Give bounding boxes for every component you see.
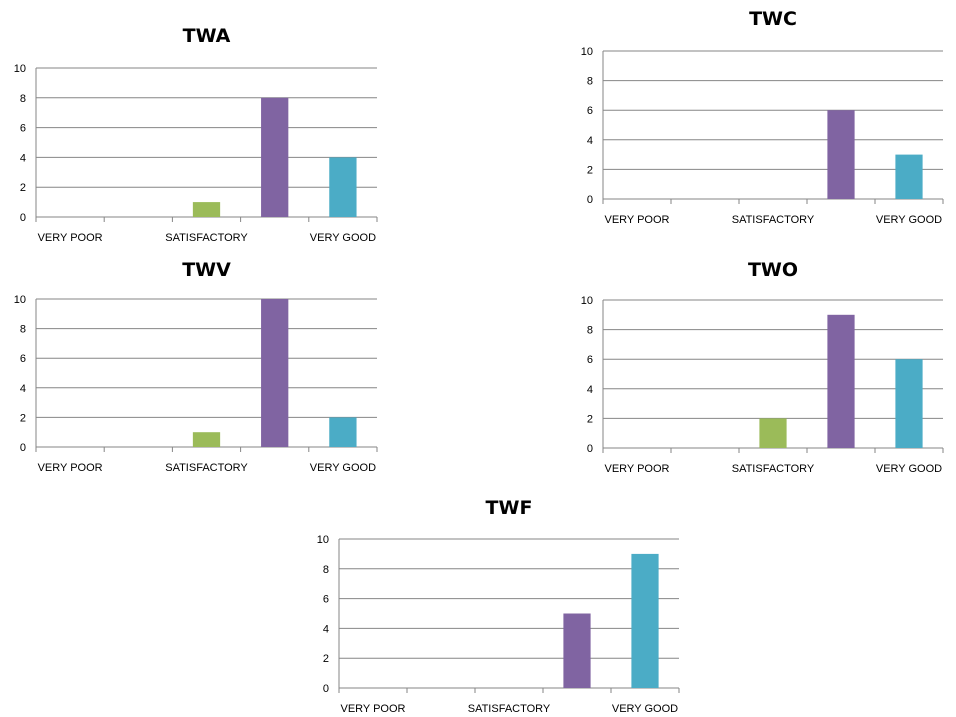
chart-two: TWO 0 2 4 6 8 10 VERY POOR SATISFACTORY VERY GOOD (581, 259, 944, 475)
bar (827, 110, 855, 199)
y-tick-label: 4 (323, 623, 329, 635)
chart-twf: TWF 0 2 4 6 8 10 VERY POOR SATISFACTORY VERY GOOD (317, 497, 680, 715)
chart-twc: TWC 0 2 4 6 8 10 VERY POOR SATISFACTORY VERY GOOD (581, 8, 944, 226)
y-tick-label: 6 (20, 123, 26, 135)
chart-title: TWO (748, 259, 798, 281)
x-category-label: VERY GOOD (876, 214, 942, 226)
y-tick-label: 8 (587, 76, 593, 88)
x-category-label: VERY POOR (38, 462, 103, 474)
y-tick-label: 10 (581, 295, 593, 307)
y-tick-label: 0 (20, 212, 26, 224)
bar (192, 432, 221, 447)
bar (261, 97, 289, 217)
y-tick-label: 8 (20, 93, 26, 105)
bar (261, 299, 289, 447)
y-tick-label: 0 (587, 443, 593, 455)
chart-twv: TWV 0 2 4 6 8 10 VERY POOR SATISFACTORY VERY GOOD (14, 259, 378, 474)
y-tick-label: 6 (587, 105, 593, 117)
bar (895, 154, 923, 199)
x-category-label: SATISFACTORY (165, 462, 248, 474)
x-category-label: SATISFACTORY (165, 232, 248, 244)
bar (895, 359, 923, 448)
x-category-label: VERY GOOD (612, 703, 678, 715)
y-tick-label: 4 (587, 135, 593, 147)
chart-twa: TWA 0 2 4 6 8 10 VERY POOR SATISFACTORY VERY GOOD (14, 25, 378, 244)
chart-title: TWF (486, 497, 533, 519)
x-category-label: VERY POOR (38, 232, 103, 244)
bar (329, 157, 357, 217)
y-tick-label: 4 (20, 383, 26, 395)
x-category-label: VERY GOOD (310, 462, 376, 474)
y-tick-label: 4 (20, 152, 26, 164)
bar (827, 314, 855, 448)
bar (563, 613, 591, 688)
y-tick-label: 0 (323, 683, 329, 695)
y-tick-label: 2 (587, 413, 593, 425)
y-tick-label: 6 (323, 594, 329, 606)
bar (329, 417, 357, 447)
y-tick-label: 10 (14, 63, 26, 75)
x-category-label: SATISFACTORY (468, 703, 551, 715)
y-tick-label: 2 (20, 412, 26, 424)
x-category-label: VERY POOR (604, 214, 669, 226)
y-tick-label: 4 (587, 384, 593, 396)
y-tick-label: 0 (20, 442, 26, 454)
y-tick-label: 8 (587, 325, 593, 337)
x-category-label: SATISFACTORY (732, 463, 815, 475)
y-tick-label: 8 (20, 324, 26, 336)
y-tick-label: 2 (20, 182, 26, 194)
x-category-label: VERY POOR (340, 703, 405, 715)
y-tick-label: 8 (323, 564, 329, 576)
y-tick-label: 6 (587, 354, 593, 366)
x-category-label: VERY GOOD (310, 232, 376, 244)
x-category-label: VERY GOOD (876, 463, 942, 475)
x-category-label: VERY POOR (604, 463, 669, 475)
y-tick-label: 2 (587, 164, 593, 176)
bar (631, 553, 659, 688)
y-tick-label: 10 (581, 46, 593, 58)
y-tick-label: 6 (20, 353, 26, 365)
chart-title: TWV (182, 259, 231, 281)
y-tick-label: 10 (317, 534, 329, 546)
chart-title: TWC (749, 8, 797, 30)
y-tick-label: 0 (587, 194, 593, 206)
bar (759, 418, 787, 448)
y-tick-label: 2 (323, 653, 329, 665)
y-tick-label: 10 (14, 294, 26, 306)
chart-title: TWA (183, 25, 231, 47)
bar (192, 202, 221, 217)
x-category-label: SATISFACTORY (732, 214, 815, 226)
